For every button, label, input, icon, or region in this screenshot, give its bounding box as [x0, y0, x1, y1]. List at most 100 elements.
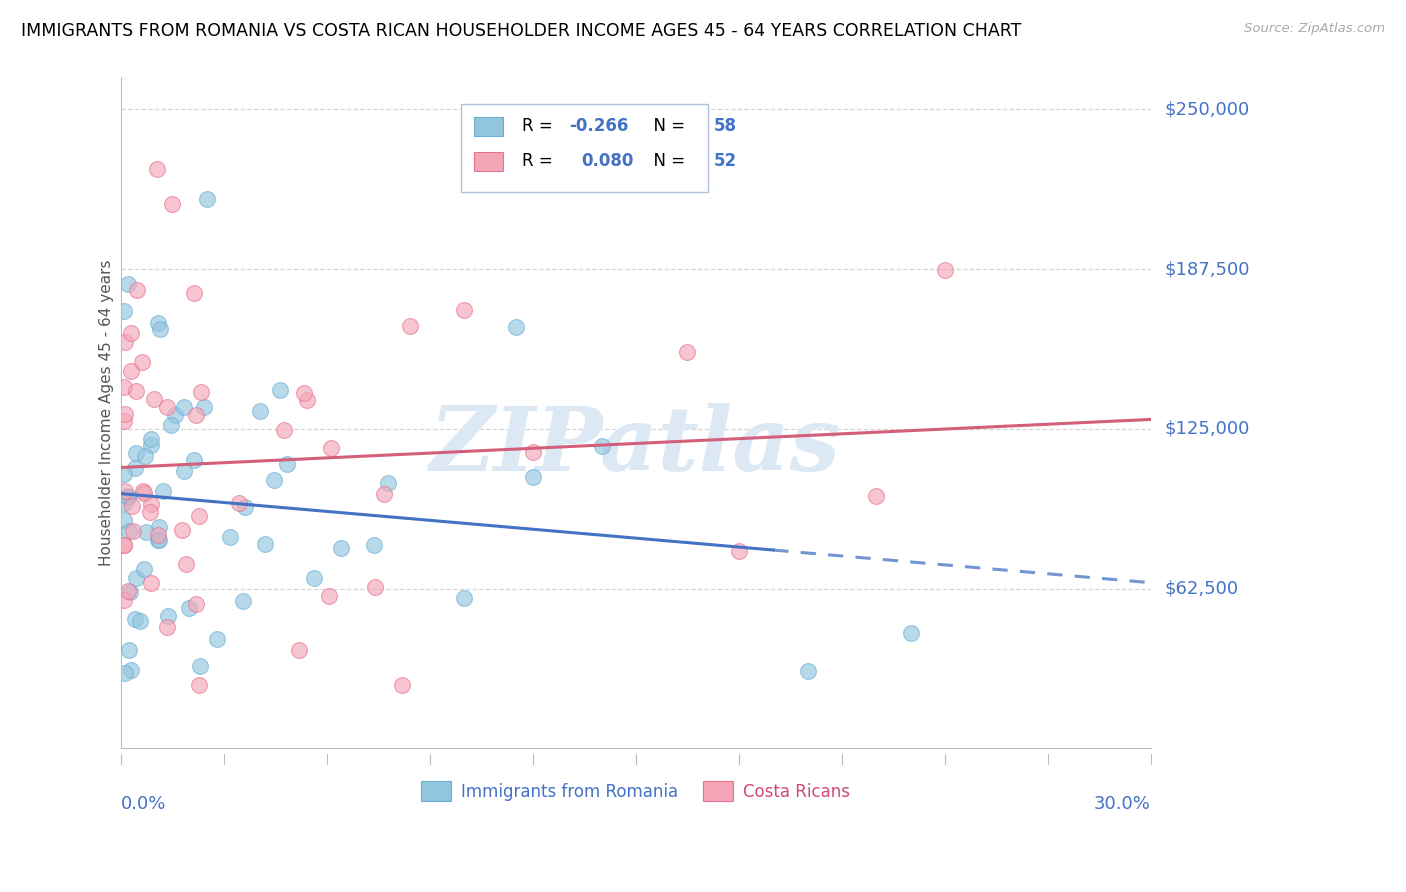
- Point: [148, 533, 170, 548]
- Point: [120, 663, 142, 677]
- Point: [139, 498, 162, 512]
- Point: [146, 533, 169, 547]
- Point: [112, 539, 135, 553]
- Point: [292, 386, 315, 401]
- Point: [177, 601, 200, 615]
- Point: [186, 409, 208, 423]
- Point: [114, 666, 136, 681]
- Text: $250,000: $250,000: [1166, 101, 1250, 119]
- Point: [142, 392, 165, 407]
- Text: 30.0%: 30.0%: [1094, 796, 1152, 814]
- Point: [228, 496, 250, 510]
- Point: [155, 400, 177, 414]
- Point: [112, 467, 135, 482]
- Point: [141, 575, 163, 590]
- Text: N =: N =: [643, 118, 690, 136]
- Point: [156, 619, 179, 633]
- Point: [124, 612, 146, 626]
- Point: [138, 505, 160, 519]
- Point: [135, 525, 157, 540]
- Point: [152, 484, 174, 499]
- Point: [453, 591, 475, 605]
- Point: [276, 458, 298, 472]
- Point: [160, 418, 183, 433]
- Point: [112, 593, 135, 607]
- Point: [120, 326, 142, 340]
- Point: [120, 364, 142, 378]
- Point: [132, 484, 155, 499]
- Point: [318, 589, 340, 603]
- Point: [183, 452, 205, 467]
- Point: [173, 465, 195, 479]
- Point: [288, 642, 311, 657]
- Text: $62,500: $62,500: [1166, 580, 1239, 598]
- Point: [676, 345, 699, 359]
- Point: [187, 677, 209, 691]
- Point: [121, 524, 143, 539]
- Point: [176, 557, 198, 571]
- Point: [269, 384, 291, 398]
- Point: [453, 302, 475, 317]
- Point: [148, 316, 170, 330]
- Text: R =: R =: [522, 118, 558, 136]
- Point: [249, 404, 271, 418]
- Text: R =: R =: [522, 153, 562, 170]
- Point: [134, 449, 156, 463]
- Point: [399, 318, 422, 333]
- Y-axis label: Householder Income Ages 45 - 64 years: Householder Income Ages 45 - 64 years: [100, 260, 114, 566]
- Point: [131, 355, 153, 369]
- Text: Source: ZipAtlas.com: Source: ZipAtlas.com: [1244, 22, 1385, 36]
- Point: [148, 519, 170, 533]
- Point: [796, 664, 818, 678]
- Text: 52: 52: [714, 153, 737, 170]
- Point: [190, 385, 212, 400]
- Point: [117, 584, 139, 599]
- Point: [195, 192, 218, 206]
- Point: [124, 460, 146, 475]
- Point: [934, 263, 956, 277]
- Point: [112, 304, 135, 318]
- Text: 58: 58: [714, 118, 737, 136]
- Point: [117, 277, 139, 292]
- Point: [118, 524, 141, 539]
- Point: [173, 401, 195, 415]
- Point: [146, 162, 169, 177]
- Point: [125, 283, 148, 297]
- Point: [115, 490, 138, 504]
- Point: [117, 491, 139, 505]
- Point: [188, 508, 211, 523]
- Point: [146, 527, 169, 541]
- FancyBboxPatch shape: [461, 104, 709, 192]
- Text: IMMIGRANTS FROM ROMANIA VS COSTA RICAN HOUSEHOLDER INCOME AGES 45 - 64 YEARS COR: IMMIGRANTS FROM ROMANIA VS COSTA RICAN H…: [21, 22, 1022, 40]
- Point: [865, 489, 887, 503]
- Point: [162, 197, 184, 211]
- Point: [121, 500, 143, 514]
- Point: [125, 571, 148, 585]
- Point: [157, 609, 180, 624]
- Text: $125,000: $125,000: [1166, 420, 1250, 438]
- Point: [170, 523, 193, 537]
- Point: [141, 438, 163, 452]
- Point: [207, 632, 229, 647]
- Point: [193, 401, 215, 415]
- Text: ZIPatlas: ZIPatlas: [430, 403, 841, 490]
- Point: [183, 286, 205, 301]
- Point: [391, 677, 413, 691]
- Text: N =: N =: [643, 153, 690, 170]
- Point: [900, 626, 922, 640]
- Point: [728, 543, 751, 558]
- Point: [112, 538, 135, 552]
- Text: 0.080: 0.080: [581, 153, 633, 170]
- Point: [233, 500, 256, 514]
- Point: [112, 413, 135, 427]
- Point: [522, 445, 544, 459]
- Point: [373, 487, 395, 501]
- Point: [118, 584, 141, 599]
- Point: [139, 432, 162, 446]
- Legend: Immigrants from Romania, Costa Ricans: Immigrants from Romania, Costa Ricans: [415, 774, 858, 807]
- Point: [149, 322, 172, 336]
- Point: [591, 439, 613, 453]
- Point: [125, 446, 148, 460]
- Point: [114, 483, 136, 498]
- Point: [505, 319, 527, 334]
